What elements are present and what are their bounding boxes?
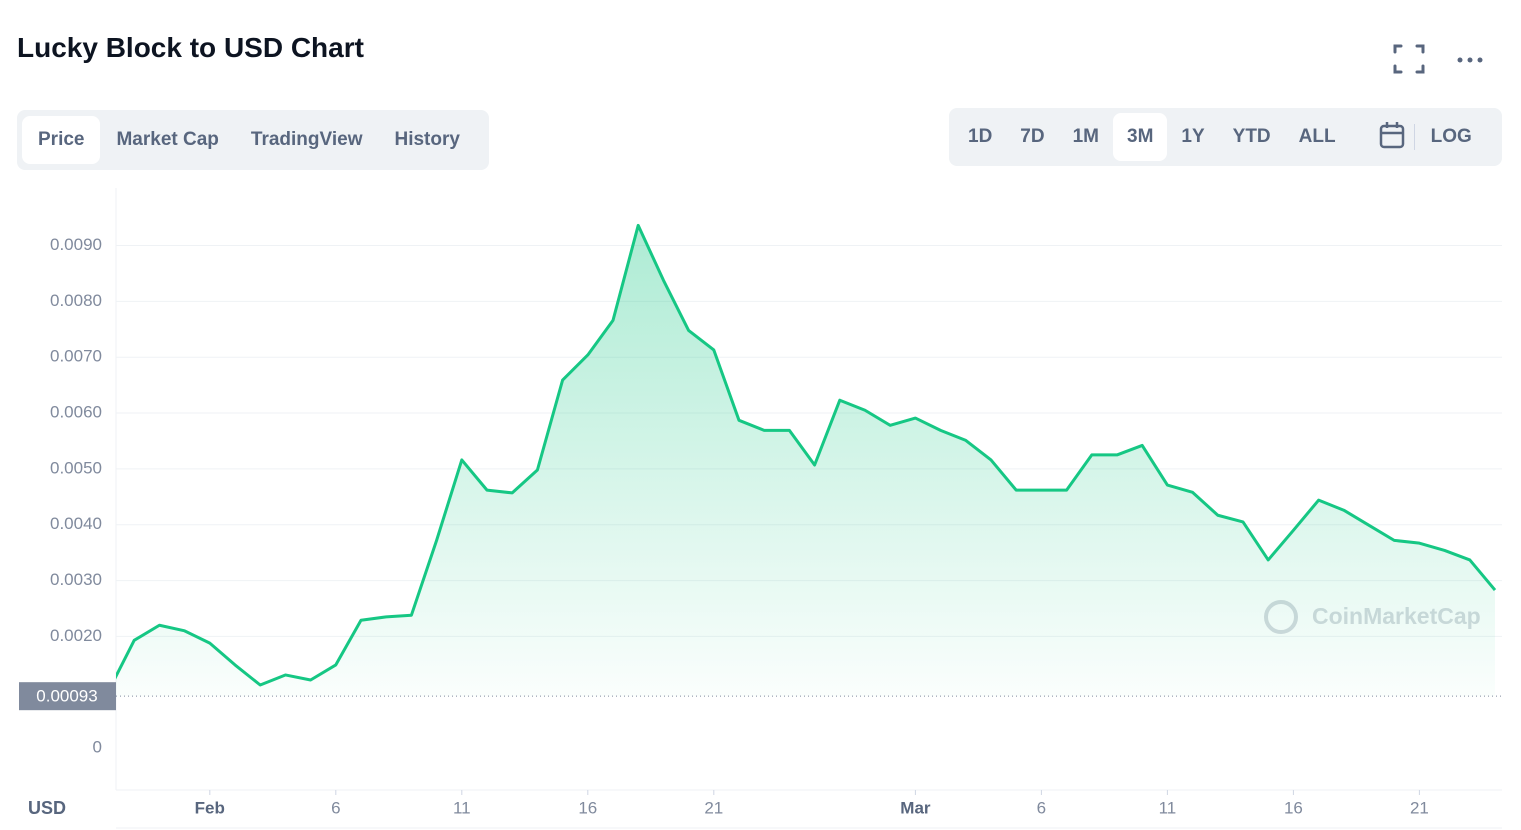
y-tick-label: 0.0060 bbox=[50, 403, 102, 422]
chart-title: Lucky Block to USD Chart bbox=[17, 32, 364, 63]
tab[interactable]: History bbox=[394, 129, 460, 150]
y-tick-label: 0.0070 bbox=[50, 347, 102, 366]
range-button[interactable]: YTD bbox=[1232, 126, 1271, 147]
range-button[interactable]: 3M bbox=[1113, 113, 1168, 161]
x-tick-label: 21 bbox=[704, 798, 723, 817]
price-label-box bbox=[19, 682, 116, 711]
y-tick-label: 0.0020 bbox=[50, 626, 102, 645]
log-button[interactable]: LOG bbox=[1430, 126, 1472, 147]
area bbox=[116, 225, 1495, 697]
more-icon[interactable] bbox=[1450, 50, 1490, 70]
y-tick-label: 0.0030 bbox=[50, 570, 102, 589]
x-tick-label: 6 bbox=[1037, 798, 1046, 817]
x-tick-label: 11 bbox=[1159, 798, 1177, 817]
plot bbox=[116, 223, 1497, 697]
tab[interactable]: TradingView bbox=[250, 129, 363, 150]
x-tick-label: Mar bbox=[900, 798, 931, 817]
watermark-text: CoinMarketCap bbox=[1312, 603, 1481, 629]
x-tick-label: 11 bbox=[453, 798, 471, 817]
x-tick-label: 16 bbox=[1284, 798, 1303, 817]
tab[interactable]: Price bbox=[22, 116, 101, 164]
range-button[interactable]: 1M bbox=[1072, 126, 1099, 147]
tab[interactable]: Market Cap bbox=[116, 129, 219, 150]
range-button[interactable]: 1D bbox=[968, 126, 993, 147]
tab-bar: Price Market Cap TradingView History bbox=[17, 110, 489, 170]
range-button[interactable]: 1Y bbox=[1181, 126, 1205, 147]
y-tick-label: 0.0050 bbox=[50, 458, 102, 477]
watermark: CoinMarketCap bbox=[1264, 600, 1481, 634]
currency-label: USD bbox=[28, 798, 66, 818]
y-tick-label: 0.0080 bbox=[50, 291, 102, 310]
calendar-icon[interactable] bbox=[1362, 117, 1422, 157]
x-tick-label: 6 bbox=[331, 798, 340, 817]
y-tick-label: 0.0040 bbox=[50, 514, 102, 533]
price-line bbox=[116, 223, 1497, 687]
price-label: 0.00093 bbox=[36, 687, 97, 706]
divider bbox=[1413, 124, 1415, 150]
range-button[interactable]: ALL bbox=[1298, 126, 1336, 147]
range-bar: 1D 7D 1M 3M 1Y YTD ALL LOG bbox=[949, 108, 1502, 166]
range-button[interactable]: 7D bbox=[1020, 126, 1045, 147]
fullscreen-icon[interactable] bbox=[1386, 40, 1446, 80]
y-tick-label: 0.0090 bbox=[50, 235, 102, 254]
y-tick-label: 0 bbox=[93, 738, 102, 757]
x-tick-label: Feb bbox=[195, 798, 225, 817]
x-tick-label: 21 bbox=[1410, 798, 1429, 817]
x-tick-label: 16 bbox=[578, 798, 597, 817]
